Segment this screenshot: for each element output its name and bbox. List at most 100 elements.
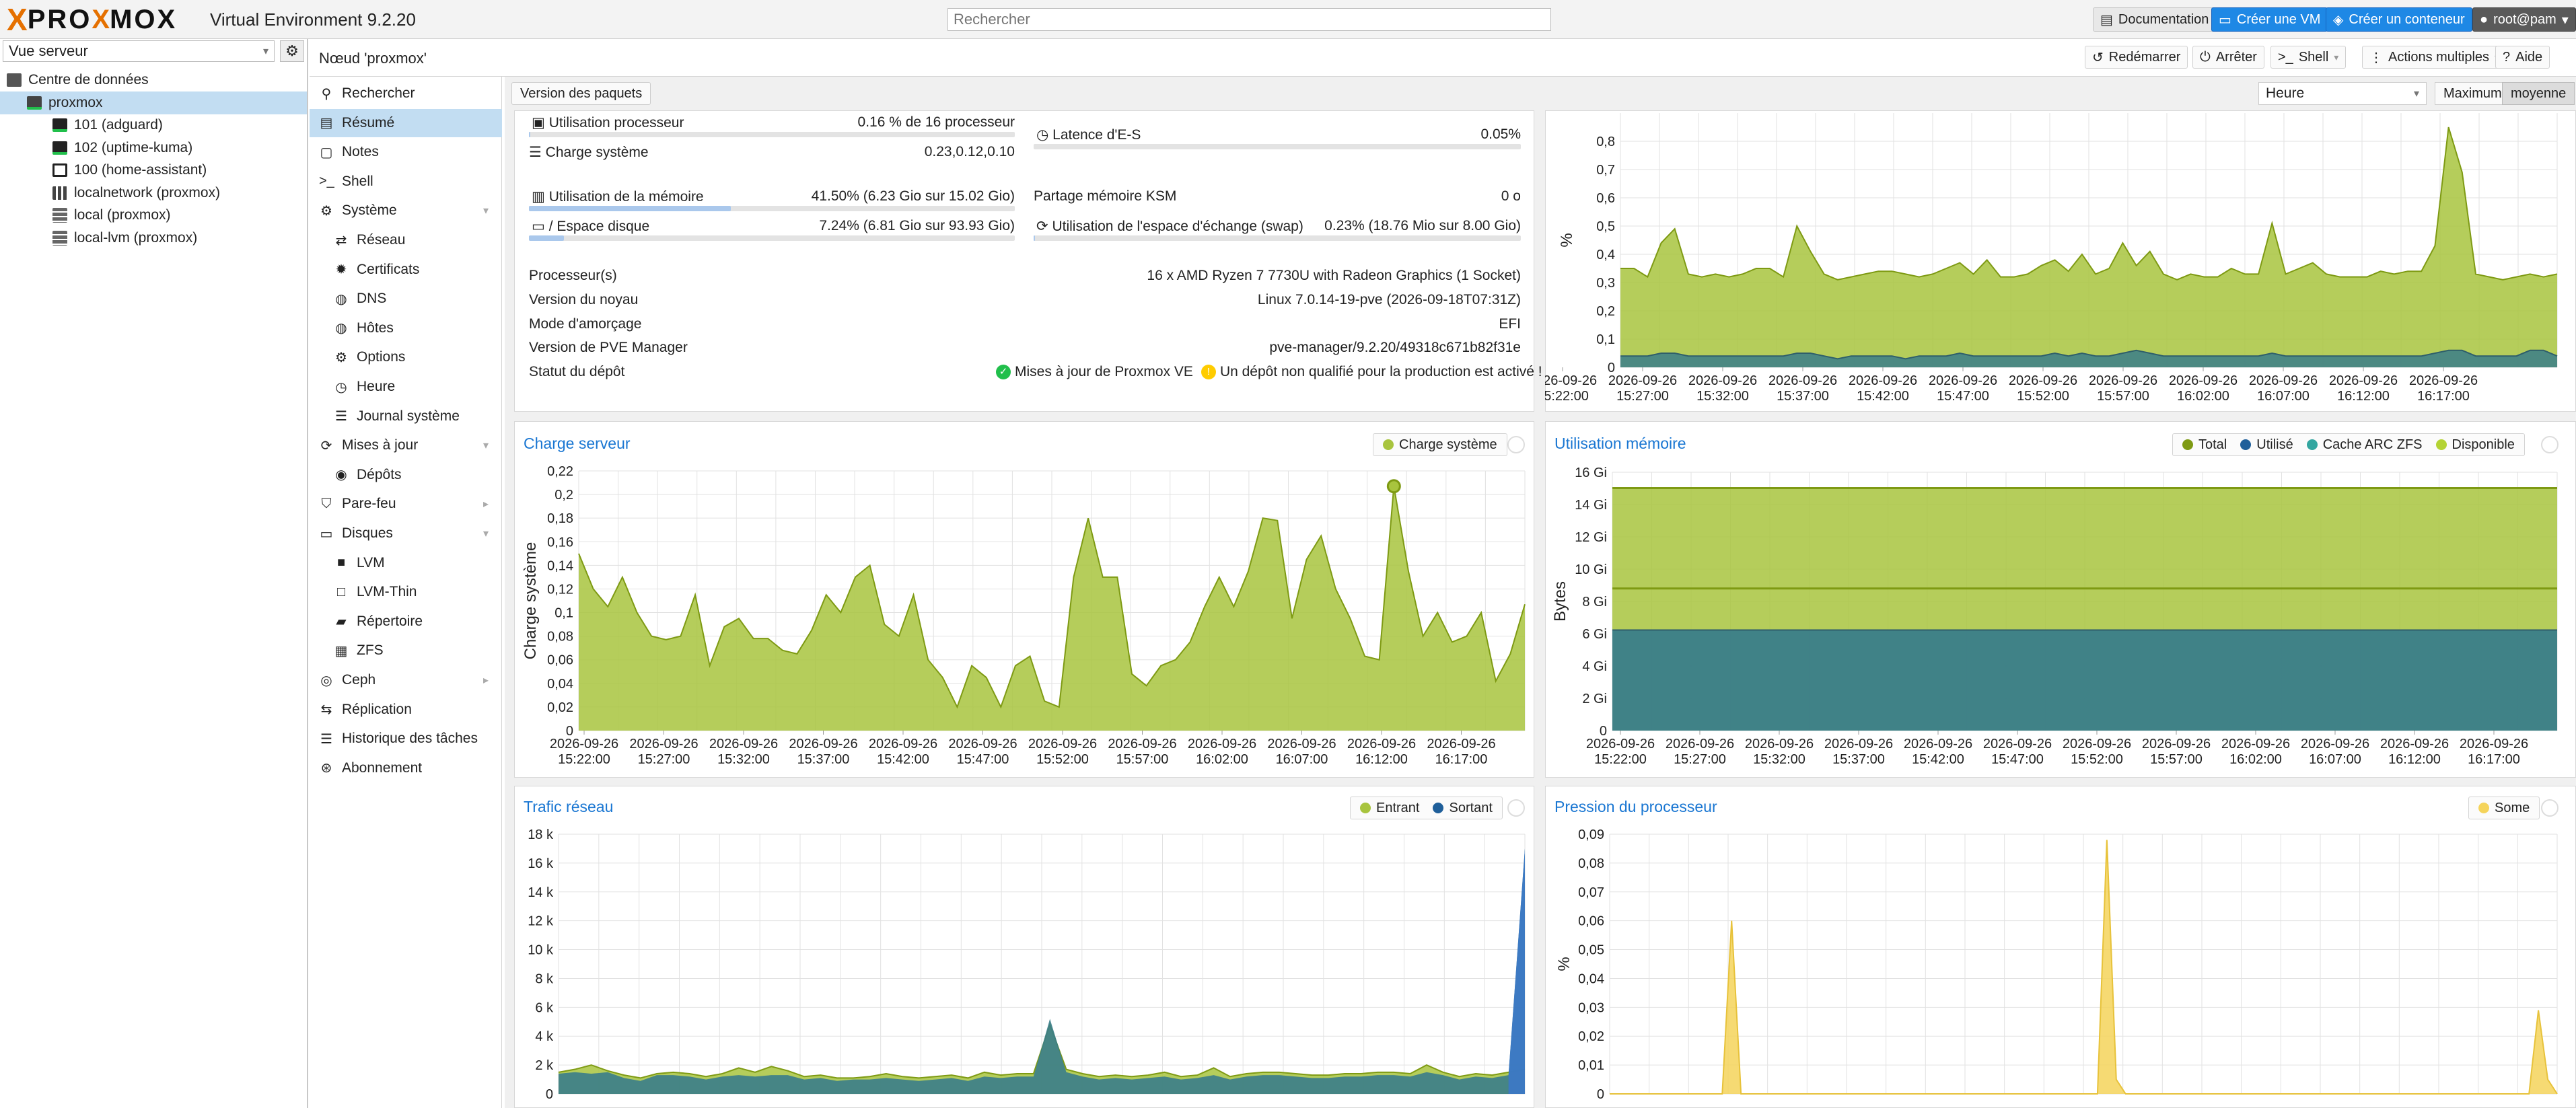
certificate-icon: ✹ [335,262,347,278]
reset-zoom-button[interactable] [1507,436,1525,453]
menu-item[interactable]: ⟳ Mises à jour ▾ [310,431,502,459]
proxmox-logo[interactable]: X PRO X MOX [7,2,178,37]
y-tick-label: 0,16 [547,535,573,550]
warning-icon: ! [1201,365,1216,379]
memory-icon: ▥ [532,189,545,205]
reboot-button[interactable]: ↺ Redémarrer [2085,46,2188,69]
x-tick-label: 16:12:00 [1355,752,1408,767]
menu-item[interactable]: ⚙ Options [310,343,502,371]
load-line [578,486,1526,709]
menu-item[interactable]: ☰ Historique des tâches [310,725,502,753]
repo-icon: ◉ [335,468,347,483]
y-tick-label: 0 [1597,1087,1604,1102]
y-tick-label: 0,18 [547,511,573,526]
repo-status-value[interactable]: ✓ Mises à jour de Proxmox VE ! Un dépôt … [996,364,1551,380]
cpus-value: 16 x AMD Ryzen 7 7730U with Radeon Graph… [1147,268,1521,283]
menu-item[interactable]: ▭ Disques ▾ [310,519,502,548]
tree-item[interactable]: proxmox [0,91,307,114]
menu-item[interactable]: >_ Shell [310,168,502,196]
menu-item[interactable]: ▢ Notes [310,138,502,166]
create-ct-button[interactable]: ◈ Créer un conteneur [2326,7,2472,32]
menu-item-label: Options [357,349,406,365]
menu-item[interactable]: ⊛ Abonnement [310,754,502,782]
legend-item-some[interactable]: Some [2478,801,2530,816]
swap-usage-bar [1034,235,1521,241]
menu-item[interactable]: ⛉ Pare-feu ▸ [310,490,502,518]
menu-item[interactable]: ◷ Heure [310,373,502,401]
y-axis-label: Bytes [1551,581,1569,622]
menu-item[interactable]: ☰ Journal système [310,402,502,431]
y-tick-label: 0,8 [1596,135,1615,149]
x-tick-label: 15:22:00 [558,752,610,767]
legend-item-zfs-arc[interactable]: Cache ARC ZFS [2306,437,2423,453]
reset-zoom-button[interactable] [2541,436,2559,453]
legend-item-in[interactable]: Entrant [1360,801,1419,816]
menu-item[interactable]: ◎ Ceph ▸ [310,666,502,694]
reset-zoom-button[interactable] [2541,799,2559,817]
menu-item-label: Shell [342,173,373,189]
retweet-icon: ⇆ [320,702,332,718]
tree-item[interactable]: local-lvm (proxmox) [0,227,307,250]
tree-item-label: localnetwork (proxmox) [74,184,221,200]
shutdown-button[interactable]: ⏻ Arrêter [2192,46,2264,69]
menu-item[interactable]: ◉ Dépôts [310,461,502,489]
legend-item-load[interactable]: Charge système [1383,437,1497,453]
menu-item[interactable]: ▰ Répertoire [310,607,502,636]
menu-item[interactable]: ◍ Hôtes [310,314,502,342]
network-chart-legend: Entrant Sortant [1350,797,1503,819]
help-button[interactable]: ? Aide [2495,46,2550,69]
bulk-actions-button[interactable]: ⋮Actions multiples▾ [2362,46,2507,69]
reset-zoom-button[interactable] [1507,799,1525,817]
timeframe-selector[interactable]: Heure ▾ [2258,82,2427,105]
menu-item[interactable]: ✹ Certificats [310,256,502,284]
tree-item-label: local-lvm (proxmox) [74,229,198,246]
tree-item[interactable]: 102 (uptime-kuma) [0,137,307,159]
search-input[interactable] [947,8,1551,31]
menu-item[interactable]: ▦ ZFS [310,636,502,665]
legend-item-total[interactable]: Total [2182,437,2227,453]
tree-item[interactable]: local (proxmox) [0,204,307,227]
legend-item-out[interactable]: Sortant [1433,801,1493,816]
tree-settings-button[interactable]: ⚙ [280,40,304,62]
max-toggle[interactable]: Maximum [2435,82,2511,105]
book-icon: ▤ [2100,12,2113,28]
menu-item[interactable]: ⚙ Système ▾ [310,196,502,225]
x-tick-label: 2026-09-26 [2249,373,2318,388]
x-tick-label: 16:17:00 [2468,752,2520,767]
create-vm-button[interactable]: ▭ Créer une VM [2211,7,2328,32]
average-toggle[interactable]: moyenne [2502,82,2575,105]
cpu-icon: ▣ [532,115,545,131]
package-versions-button[interactable]: Version des paquets [511,82,651,105]
x-tick-label: 15:32:00 [717,752,770,767]
menu-item[interactable]: □ LVM-Thin [310,578,502,606]
legend-item-available[interactable]: Disponible [2435,437,2515,453]
tree-item[interactable]: 101 (adguard) [0,114,307,137]
tree-item[interactable]: Centre de données [0,69,307,91]
menu-item[interactable]: ⇄ Réseau [310,226,502,254]
tree-item[interactable]: localnetwork (proxmox) [0,182,307,205]
legend-item-used[interactable]: Utilisé [2240,437,2293,453]
menu-item[interactable]: ◍ DNS [310,285,502,313]
x-tick-label: 2026-09-26 [1768,373,1837,388]
tree-item[interactable]: 100 (home-assistant) [0,159,307,182]
network-traffic-chart: 0 2 k 4 k 6 k 8 k 10 k 12 k 14 k 16 k 18 k [528,827,1526,1102]
documentation-button[interactable]: ▤ Documentation [2093,7,2217,32]
user-menu-button[interactable]: ● root@pam ▾ [2472,7,2576,32]
y-tick-label: 2 k [535,1058,554,1073]
view-selector[interactable]: Vue serveur ▾ [3,40,275,62]
shell-button[interactable]: >_ Shell ▾ [2270,46,2347,69]
x-tick-label: 2026-09-26 [2329,373,2398,388]
y-tick-label: 16 k [528,856,554,871]
y-tick-label: 16 Gi [1575,466,1607,480]
tree-item-label: Centre de données [28,72,149,87]
menu-item[interactable]: ⇆ Réplication [310,696,502,724]
menu-item[interactable]: ▤ Résumé [310,108,502,137]
menu-item[interactable]: ⚲ Rechercher [310,79,502,108]
pve-version-value: pve-manager/9.2.20/49318c671b82f31e [1269,340,1521,355]
storage-icon [52,208,67,223]
menu-item-label: LVM [357,554,385,570]
menu-item[interactable]: ■ LVM [310,549,502,577]
x-tick-label: 15:47:00 [957,752,1009,767]
y-tick-label: 0 [1608,361,1615,375]
y-tick-label: 0,3 [1596,276,1615,291]
